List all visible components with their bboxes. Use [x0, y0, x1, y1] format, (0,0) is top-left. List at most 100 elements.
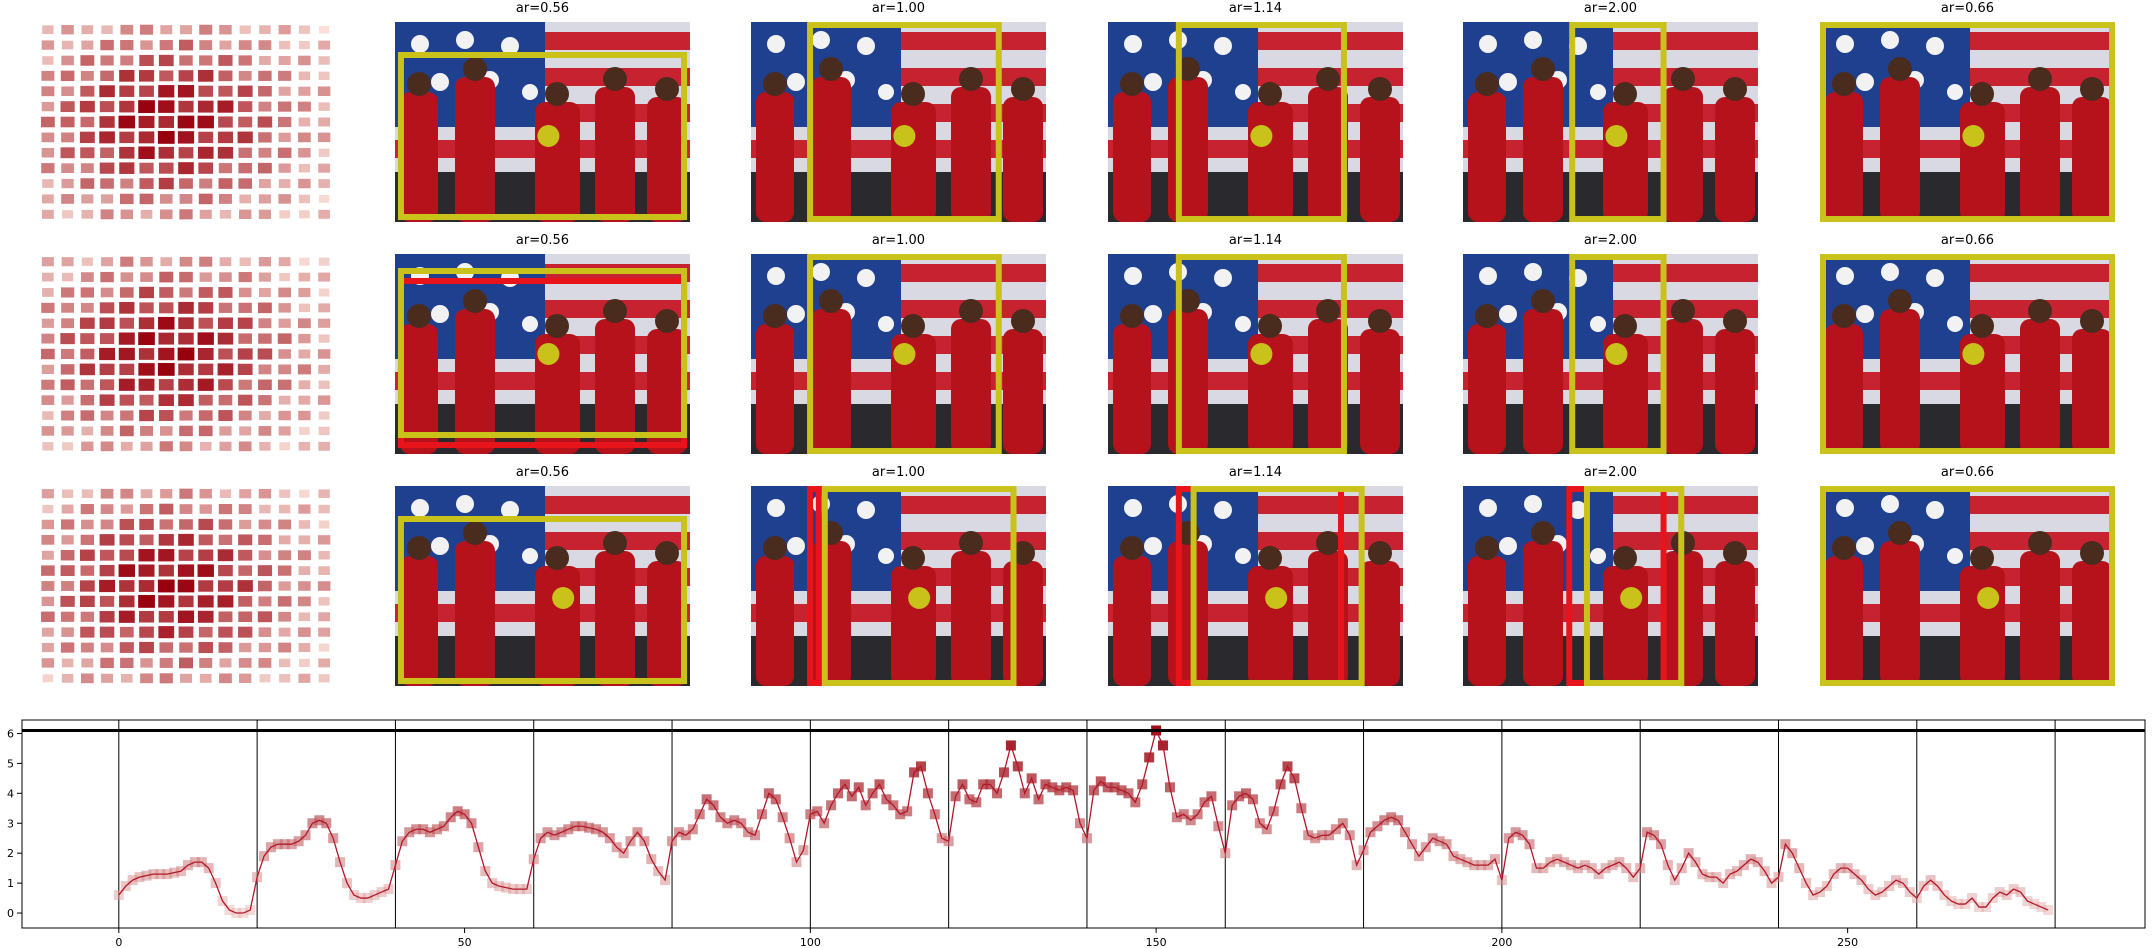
- heatmap-cell: [317, 317, 332, 329]
- crop-box: [1175, 22, 1347, 222]
- crop-box: [1820, 486, 2115, 686]
- heatmap-cell: [61, 488, 75, 499]
- heatmap-cell: [137, 69, 156, 83]
- heatmap-cell: [217, 625, 234, 639]
- heatmap-cell: [138, 84, 155, 98]
- heatmap-cell: [297, 394, 312, 406]
- heatmap-cell: [60, 425, 75, 437]
- heatmap-cell: [78, 579, 96, 593]
- heatmap-cell: [98, 84, 116, 99]
- heatmap-cell: [157, 346, 176, 362]
- heatmap-cell: [157, 315, 176, 331]
- heatmap-cell: [59, 286, 76, 299]
- heatmap-cell: [297, 409, 312, 422]
- heatmap-cell: [59, 69, 76, 83]
- heatmap-cell: [317, 302, 331, 314]
- center-dot: [908, 587, 931, 609]
- panel-title: ar=2.00: [1584, 465, 1637, 480]
- heatmap-cell: [237, 301, 253, 314]
- center-dot: [1605, 343, 1628, 365]
- heatmap-cell: [79, 533, 96, 546]
- heatmap-cell: [41, 271, 55, 283]
- heatmap-cell: [39, 115, 56, 129]
- heatmap-cell: [40, 256, 55, 268]
- heatmap-cell: [218, 271, 233, 283]
- heatmap-cell: [138, 177, 155, 190]
- heatmap-cell: [98, 548, 116, 562]
- heatmap-cell: [60, 271, 75, 283]
- panel-title: ar=0.66: [1941, 465, 1994, 480]
- heatmap-cell: [158, 502, 175, 516]
- heatmap-cell: [216, 99, 235, 114]
- panel-title: ar=1.14: [1229, 233, 1282, 248]
- heatmap-cell: [238, 208, 253, 221]
- heatmap-cell: [119, 487, 135, 500]
- center-dot: [1605, 125, 1628, 147]
- heatmap-cell: [218, 488, 233, 499]
- center-dot: [1620, 587, 1643, 609]
- heatmap-cell: [197, 533, 214, 547]
- heatmap-cell: [40, 347, 56, 361]
- heatmap-cell: [98, 594, 116, 608]
- photo-panel: [1820, 22, 2115, 222]
- heatmap-cell: [297, 70, 312, 82]
- heatmap-cell: [297, 332, 312, 345]
- heatmap-cell: [257, 378, 273, 392]
- heatmap-cell: [99, 38, 115, 52]
- heatmap-cell: [99, 208, 115, 221]
- crop-box: [1583, 486, 1685, 686]
- x-tick-label: 50: [458, 936, 472, 948]
- heatmap-cell: [99, 146, 115, 160]
- heatmap-cell: [317, 287, 331, 298]
- x-tick-label: 150: [1146, 936, 1167, 948]
- heatmap-cell: [98, 378, 116, 392]
- heatmap-cell: [178, 424, 194, 438]
- heatmap-cell: [196, 145, 215, 160]
- heatmap-cell: [59, 363, 76, 376]
- heatmap-cell: [177, 300, 195, 315]
- heatmap-cell: [277, 626, 292, 638]
- center-dot: [1962, 125, 1985, 147]
- photo: [751, 486, 1046, 686]
- crop-box: [1190, 486, 1365, 686]
- heatmap-cell: [79, 672, 95, 685]
- heatmap-cell: [118, 130, 136, 145]
- heatmap-cell: [217, 69, 234, 83]
- heatmap-cell: [296, 363, 312, 376]
- heatmap-cell: [257, 146, 273, 159]
- heatmap-cell: [237, 54, 253, 67]
- heatmap-cell: [218, 425, 233, 437]
- heatmap-cell: [278, 271, 292, 283]
- heatmap-cell: [218, 39, 233, 51]
- heatmap-cell: [79, 378, 96, 391]
- heatmap-cell: [138, 53, 155, 67]
- heatmap-cell: [118, 548, 136, 562]
- heatmap-cell: [156, 129, 176, 145]
- heatmap-cell: [98, 625, 116, 639]
- heatmap-cell: [98, 301, 116, 315]
- heatmap-cell: [238, 256, 252, 267]
- heatmap-cell: [177, 146, 195, 160]
- heatmap-cell: [277, 503, 292, 515]
- panel-grid: ar=0.56 ar=1.00 ar=1.14 ar=2.00 ar=0.66 ar=0.…: [39, 1, 2115, 686]
- heatmap-cell: [257, 69, 273, 82]
- heatmap-cell: [40, 595, 56, 608]
- heatmap-cell: [277, 24, 292, 36]
- heatmap-cell: [177, 331, 195, 346]
- heatmap-cell: [217, 84, 234, 98]
- heatmap-cell: [79, 610, 95, 623]
- heatmap-cell: [100, 193, 115, 205]
- heatmap-cell: [297, 177, 312, 190]
- heatmap-cell: [99, 54, 115, 67]
- center-dot: [1250, 343, 1273, 365]
- heatmap-cell: [79, 84, 96, 98]
- heatmap-cell: [297, 147, 312, 159]
- heatmap-cell: [197, 301, 215, 315]
- heatmap-cell: [40, 394, 56, 406]
- heatmap-cell: [176, 84, 196, 99]
- heatmap-cell: [80, 657, 95, 669]
- heatmap-cell: [276, 100, 293, 113]
- photo-panel: [1108, 486, 1403, 686]
- heatmap-cell: [177, 393, 195, 408]
- heatmap-cell: [137, 114, 156, 130]
